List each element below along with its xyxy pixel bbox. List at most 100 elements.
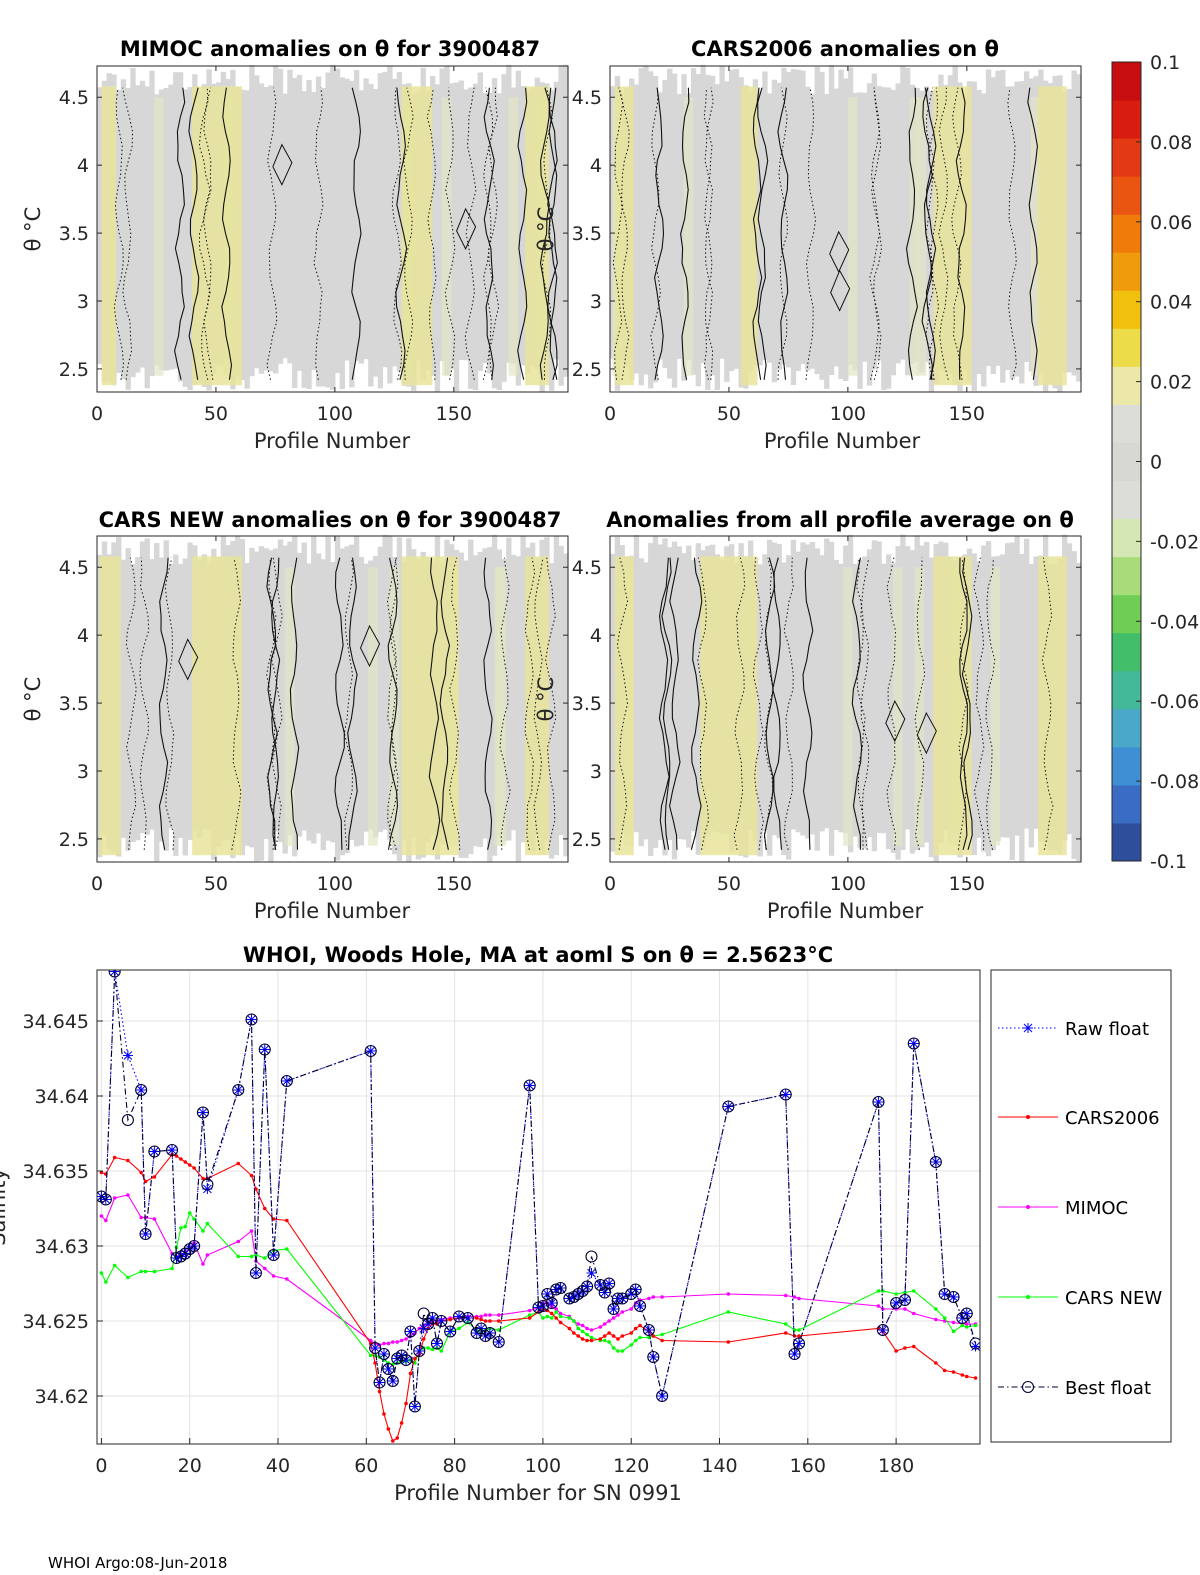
data-column <box>396 72 403 372</box>
data-column <box>862 92 868 362</box>
data-point <box>488 1319 492 1323</box>
data-column <box>800 70 806 365</box>
data-point <box>903 1346 907 1350</box>
data-column <box>263 548 269 840</box>
data-column <box>330 561 336 843</box>
best-float-point <box>148 1145 161 1158</box>
data-point <box>104 1218 108 1223</box>
anomaly-tint <box>508 97 519 376</box>
positive-contour-line <box>658 557 670 850</box>
data-column <box>168 563 174 829</box>
data-column <box>657 92 663 360</box>
raw-float-point <box>122 1050 133 1061</box>
data-point <box>527 1308 532 1313</box>
positive-contour-line <box>752 87 763 380</box>
negative-contour-line <box>122 87 134 380</box>
data-point <box>602 1338 607 1343</box>
plot-frame <box>96 969 981 1445</box>
y-tick-label: 34.635 <box>23 1161 89 1183</box>
positive-contour-line <box>924 87 937 380</box>
positive-contour-line <box>680 87 690 380</box>
data-column <box>482 548 488 839</box>
chart-title: WHOI, Woods Hole, MA at aoml S on θ = 2.… <box>243 943 833 967</box>
panel-frame <box>96 535 569 863</box>
y-tick-label: 34.63 <box>35 1236 89 1258</box>
data-column <box>434 84 441 392</box>
data-column <box>662 538 668 856</box>
best-float-point <box>413 1344 426 1358</box>
negative-contour-line <box>198 87 211 380</box>
data-column <box>287 69 293 364</box>
data-column <box>686 545 692 848</box>
negative-contour-line <box>545 557 557 850</box>
data-point <box>607 1319 611 1323</box>
data-point <box>488 1313 492 1317</box>
data-point <box>620 1310 625 1314</box>
negative-contour-line <box>1041 557 1054 850</box>
data-column <box>976 560 982 838</box>
data-point <box>960 1323 965 1328</box>
negative-contour-line <box>386 557 397 850</box>
data-point <box>598 1325 603 1329</box>
best-float-point <box>890 1296 903 1310</box>
asterisk-stroke <box>203 1184 212 1194</box>
data-point <box>572 1331 576 1335</box>
data-point <box>236 1239 241 1244</box>
data-column <box>249 547 255 848</box>
data-column <box>633 84 640 374</box>
asterisk-stroke <box>463 1313 473 1323</box>
x-axis-label: Profile Number <box>254 429 411 453</box>
data-point <box>377 1389 382 1394</box>
negative-contour-line <box>524 557 536 850</box>
data-column <box>900 65 906 360</box>
x-tick-label: 140 <box>701 1455 737 1477</box>
data-point <box>554 1316 558 1320</box>
positive-anomaly-band <box>192 86 243 386</box>
best-float-point <box>585 1250 598 1263</box>
data-point <box>236 1161 241 1166</box>
data-point <box>797 1328 801 1332</box>
positive-contour-line <box>387 557 399 850</box>
x-tick-label: 0 <box>604 873 616 895</box>
data-point <box>554 1307 558 1311</box>
negative-contour-line <box>533 557 544 850</box>
data-point <box>585 1326 589 1331</box>
data-point <box>399 1338 404 1343</box>
data-point <box>112 1155 117 1160</box>
data-point <box>126 1193 130 1197</box>
raw-float-point <box>546 1298 557 1308</box>
data-column <box>135 85 141 373</box>
data-column <box>790 69 797 386</box>
anomaly-tint <box>990 567 1001 846</box>
data-column <box>277 539 284 843</box>
data-column <box>1071 551 1077 859</box>
data-column <box>805 86 811 371</box>
data-column <box>671 73 678 388</box>
data-point <box>399 1421 404 1425</box>
data-point <box>951 1320 956 1325</box>
y-tick-label: 4.5 <box>572 557 602 579</box>
data-column <box>781 67 787 365</box>
legend-marker <box>1026 1295 1030 1299</box>
y-tick-label: 34.64 <box>35 1086 89 1108</box>
axis-ticks: 0 20 40 60 80 100 120 140 160 180 34.62 34.625 34.63… <box>23 1011 915 1477</box>
data-column <box>709 75 716 376</box>
asterisk-stroke <box>781 1090 791 1099</box>
best-float-point <box>603 1277 616 1290</box>
data-column <box>776 82 782 370</box>
data-column <box>714 84 721 390</box>
data-point <box>964 1374 969 1379</box>
data-column <box>163 87 169 371</box>
negative-contour-line <box>886 557 897 850</box>
data-column <box>824 538 830 829</box>
positive-contour-line <box>439 557 451 850</box>
data-column <box>924 86 930 363</box>
data-column <box>909 550 916 854</box>
asterisk-stroke <box>618 1294 627 1303</box>
y-tick-label: 3 <box>77 291 89 313</box>
positive-contour-line <box>428 557 441 850</box>
colorbar-tick-label: 0.06 <box>1150 212 1192 234</box>
series-layer <box>97 970 980 1443</box>
data-point <box>382 1412 386 1416</box>
data-column <box>643 562 649 840</box>
